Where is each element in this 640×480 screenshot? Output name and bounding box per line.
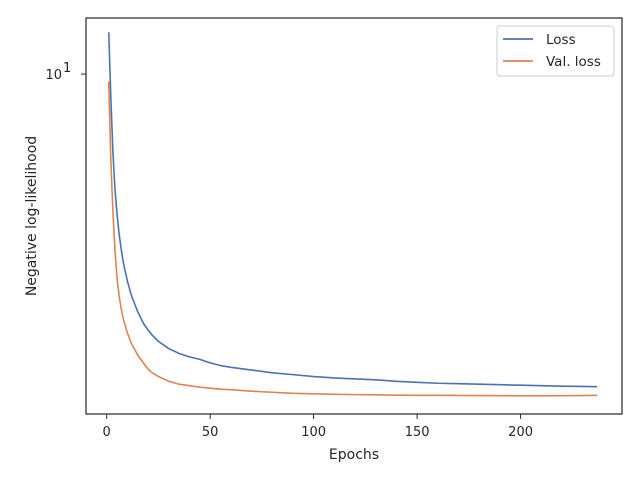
- y-axis-ticks: 10 1: [45, 61, 86, 83]
- x-tick-label: 0: [103, 425, 111, 440]
- legend-label-loss: Loss: [546, 32, 576, 48]
- y-tick-label: 10: [45, 68, 62, 83]
- x-tick-label: 200: [508, 425, 533, 440]
- series-layer: [107, 32, 598, 397]
- y-tick-exponent: 1: [63, 61, 71, 76]
- legend: Loss Val. loss: [496, 25, 615, 77]
- legend-label-val-loss: Val. loss: [546, 54, 601, 70]
- plot-background: [86, 18, 622, 414]
- plot-frame: [85, 17, 623, 415]
- series-line-loss: [107, 32, 598, 388]
- x-axis-ticks: 0 50 100 150 200: [103, 414, 533, 440]
- x-tick-label: 150: [405, 425, 430, 440]
- series-line-val-loss: [107, 81, 598, 397]
- x-axis-label: Epochs: [329, 447, 379, 463]
- x-tick-label: 50: [202, 425, 219, 440]
- x-tick-label: 100: [301, 425, 326, 440]
- y-axis-label: Negative log-likelihood: [24, 136, 40, 296]
